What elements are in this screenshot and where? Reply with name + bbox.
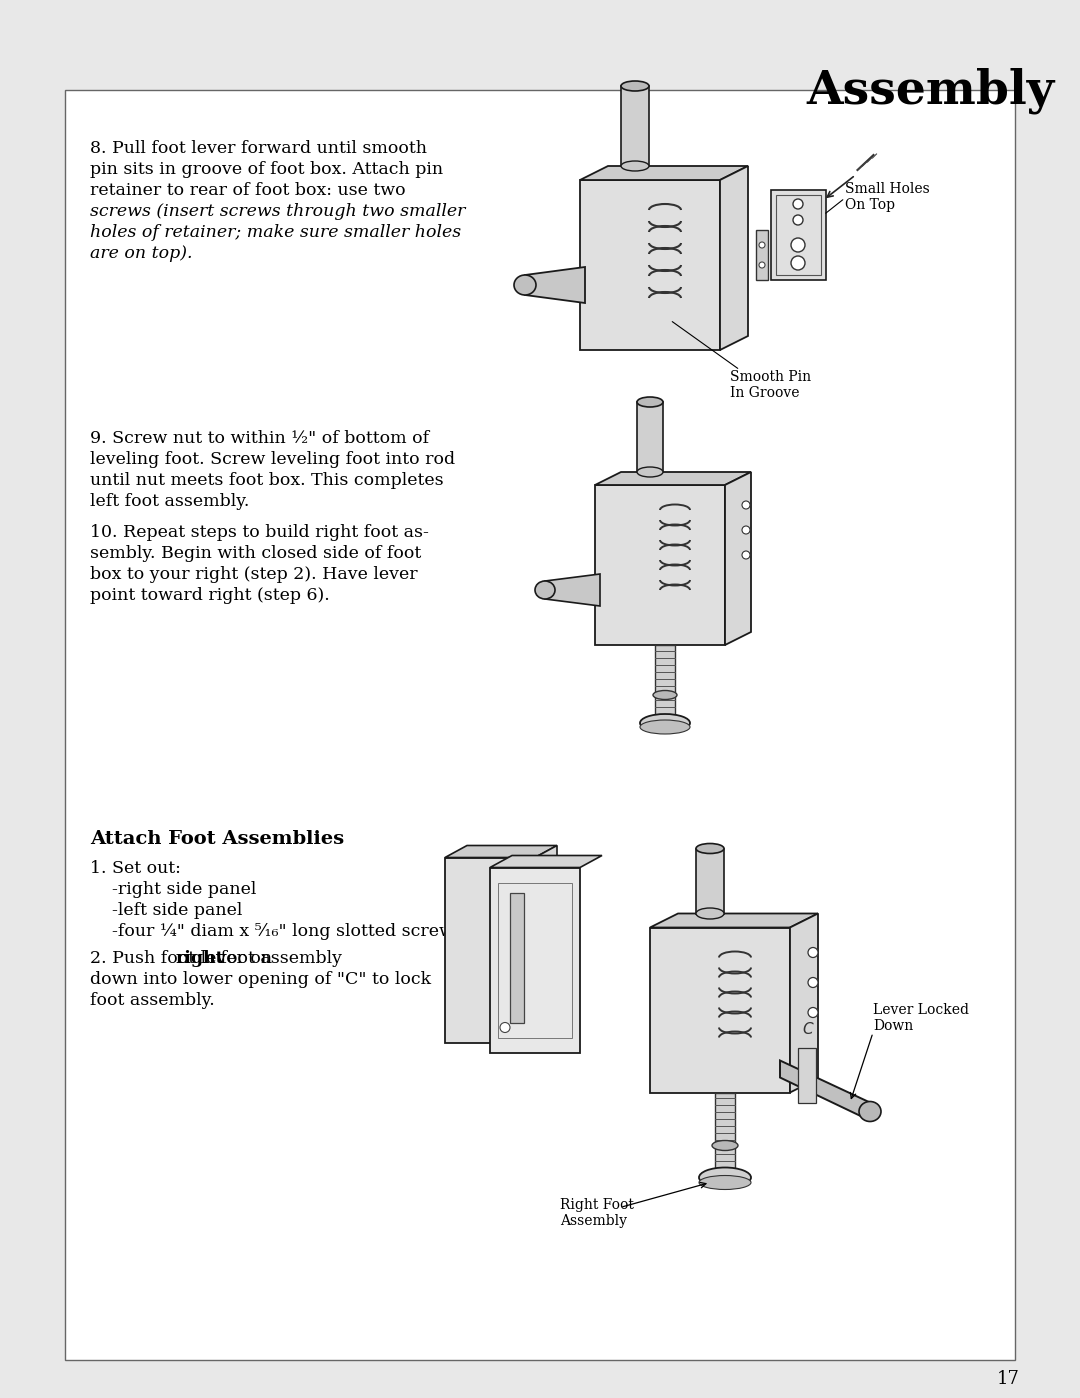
Ellipse shape (696, 907, 724, 918)
FancyBboxPatch shape (580, 180, 720, 350)
Text: point toward right (step 6).: point toward right (step 6). (90, 587, 329, 604)
Circle shape (808, 948, 818, 958)
Circle shape (759, 242, 765, 247)
Text: C: C (802, 1022, 813, 1037)
Ellipse shape (712, 1141, 738, 1151)
Polygon shape (545, 575, 600, 605)
Polygon shape (445, 846, 557, 857)
Text: 10. Repeat steps to build right foot as-: 10. Repeat steps to build right foot as- (90, 524, 429, 541)
Text: screws (insert screws through two smaller: screws (insert screws through two smalle… (90, 203, 465, 219)
Bar (715, 1092, 735, 1167)
Ellipse shape (514, 275, 536, 295)
Polygon shape (490, 856, 602, 868)
Text: foot assembly.: foot assembly. (90, 993, 215, 1009)
Text: foot assembly: foot assembly (215, 951, 342, 967)
Ellipse shape (699, 1176, 751, 1190)
Circle shape (759, 261, 765, 268)
Polygon shape (780, 1061, 870, 1121)
Polygon shape (525, 267, 585, 303)
Ellipse shape (535, 582, 555, 598)
Polygon shape (725, 473, 751, 644)
Text: box to your right (step 2). Have lever: box to your right (step 2). Have lever (90, 566, 418, 583)
Circle shape (793, 215, 804, 225)
Circle shape (791, 256, 805, 270)
Text: -four ¼" diam x ⁵⁄₁₆" long slotted screws.: -four ¼" diam x ⁵⁄₁₆" long slotted screw… (90, 923, 469, 939)
Polygon shape (720, 166, 748, 350)
Bar (798, 1047, 816, 1103)
Ellipse shape (621, 81, 649, 91)
Bar (756, 231, 768, 280)
Bar (621, 87, 649, 166)
Circle shape (742, 500, 750, 509)
Ellipse shape (640, 714, 690, 733)
Ellipse shape (621, 161, 649, 171)
Text: until nut meets foot box. This completes: until nut meets foot box. This completes (90, 473, 444, 489)
Circle shape (793, 199, 804, 208)
Text: 17: 17 (997, 1370, 1020, 1388)
Circle shape (808, 1008, 818, 1018)
Bar (510, 892, 524, 1022)
FancyBboxPatch shape (595, 485, 725, 644)
Text: -right side panel: -right side panel (90, 881, 256, 898)
Text: 9. Screw nut to within ½" of bottom of: 9. Screw nut to within ½" of bottom of (90, 431, 429, 447)
Text: 8. Pull foot lever forward until smooth: 8. Pull foot lever forward until smooth (90, 140, 427, 157)
Text: Assembly: Assembly (807, 69, 1055, 115)
Polygon shape (789, 913, 818, 1092)
Text: Smooth Pin
In Groove: Smooth Pin In Groove (730, 370, 811, 400)
Circle shape (808, 977, 818, 987)
Circle shape (742, 551, 750, 559)
Ellipse shape (640, 720, 690, 734)
Text: 1. Set out:: 1. Set out: (90, 860, 180, 877)
Polygon shape (580, 166, 748, 180)
Text: sembly. Begin with closed side of foot: sembly. Begin with closed side of foot (90, 545, 421, 562)
Text: leveling foot. Screw leveling foot into rod: leveling foot. Screw leveling foot into … (90, 452, 455, 468)
Text: down into lower opening of "C" to lock: down into lower opening of "C" to lock (90, 972, 431, 988)
Text: -left side panel: -left side panel (90, 902, 242, 918)
Circle shape (742, 526, 750, 534)
Text: Right Foot
Assembly: Right Foot Assembly (561, 1198, 634, 1227)
Polygon shape (595, 473, 751, 485)
Polygon shape (535, 846, 557, 1043)
Text: are on top).: are on top). (90, 245, 192, 261)
Bar (490, 868, 580, 1053)
Text: holes of retainer; make sure smaller holes: holes of retainer; make sure smaller hol… (90, 224, 461, 240)
Circle shape (791, 238, 805, 252)
Text: pin sits in groove of foot box. Attach pin: pin sits in groove of foot box. Attach p… (90, 161, 443, 178)
Ellipse shape (637, 467, 663, 477)
Bar (498, 882, 572, 1037)
Text: retainer to rear of foot box: use two: retainer to rear of foot box: use two (90, 182, 406, 199)
Bar (770, 190, 825, 280)
Ellipse shape (653, 691, 677, 699)
Text: Attach Foot Assemblies: Attach Foot Assemblies (90, 830, 345, 849)
Text: left foot assembly.: left foot assembly. (90, 493, 249, 510)
Text: Small Holes
On Top: Small Holes On Top (845, 182, 930, 212)
Circle shape (500, 1022, 510, 1033)
FancyBboxPatch shape (650, 927, 789, 1092)
Ellipse shape (699, 1167, 751, 1187)
Polygon shape (650, 913, 818, 927)
Bar (654, 644, 675, 714)
Ellipse shape (637, 397, 663, 407)
Text: right: right (175, 951, 224, 967)
Bar (637, 403, 663, 473)
Text: Lever Locked
Down: Lever Locked Down (873, 1002, 969, 1033)
Bar (775, 194, 821, 275)
Text: 2. Push foot lever on: 2. Push foot lever on (90, 951, 278, 967)
Bar (696, 849, 724, 913)
Bar (445, 857, 535, 1043)
Ellipse shape (696, 843, 724, 854)
FancyBboxPatch shape (65, 89, 1015, 1360)
Ellipse shape (859, 1102, 881, 1121)
